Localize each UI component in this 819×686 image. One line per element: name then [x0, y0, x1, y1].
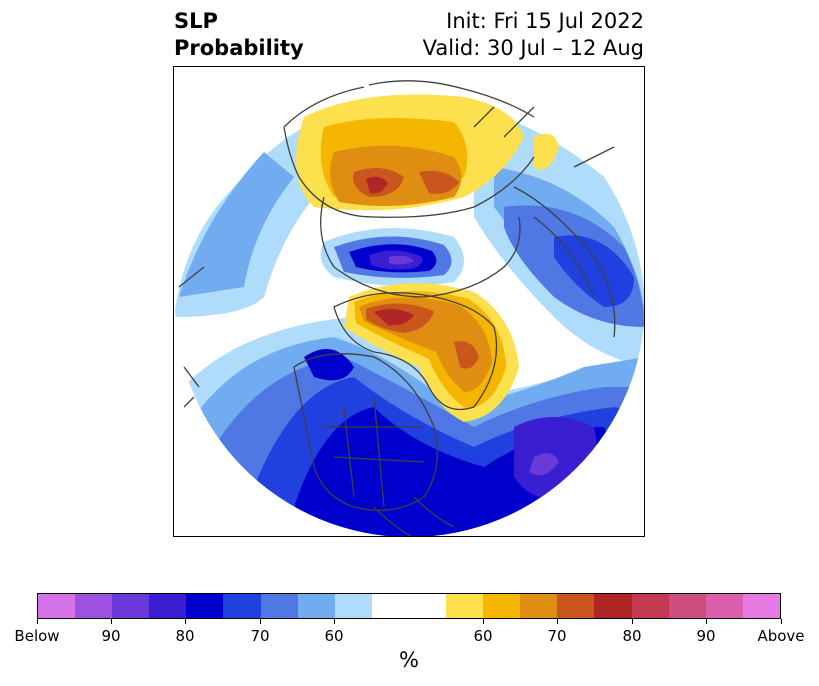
probability-map — [175, 67, 644, 536]
colorbar-unit: % — [399, 648, 419, 672]
colorbar-segment — [668, 594, 706, 618]
colorbar-segment — [483, 594, 521, 618]
colorbar-tick-label: Above — [757, 627, 805, 645]
colorbar-segment — [742, 594, 780, 618]
colorbar-tick-mark — [37, 619, 38, 624]
colorbar-segment — [223, 594, 261, 618]
colorbar-segment — [594, 594, 632, 618]
colorbar-segment — [446, 594, 484, 618]
colorbar-tick-label: 60 — [324, 627, 344, 645]
colorbar-tick-label: 80 — [175, 627, 195, 645]
map-panel — [173, 66, 645, 537]
colorbar-tick-label: 70 — [547, 627, 567, 645]
colorbar-segment — [297, 594, 335, 618]
title-variable: SLP — [174, 9, 218, 33]
colorbar-tick-label: 90 — [696, 627, 716, 645]
title-block-right: Init: Fri 15 Jul 2022 Valid: 30 Jul – 12… — [423, 8, 644, 62]
colorbar-tick-mark — [111, 619, 112, 624]
colorbar-segment — [520, 594, 558, 618]
colorbar-tick-mark — [557, 619, 558, 624]
valid-range: Valid: 30 Jul – 12 Aug — [422, 36, 644, 60]
title-block-left: SLP Probability — [174, 8, 304, 62]
colorbar-tick-mark — [781, 619, 782, 624]
colorbar-tick-mark — [632, 619, 633, 624]
colorbar-segment — [260, 594, 298, 618]
colorbar-tick-label: 90 — [101, 627, 121, 645]
colorbar-segment — [186, 594, 224, 618]
colorbar-tick-mark — [483, 619, 484, 624]
colorbar-tick-mark — [706, 619, 707, 624]
colorbar-segment — [149, 594, 187, 618]
colorbar-segment — [705, 594, 743, 618]
title-type: Probability — [174, 36, 304, 60]
colorbar — [37, 593, 781, 619]
colorbar-tick-label: 60 — [473, 627, 493, 645]
colorbar-segment — [334, 594, 372, 618]
colorbar-tick-mark — [185, 619, 186, 624]
colorbar-segment — [75, 594, 113, 618]
colorbar-tick-label: 80 — [622, 627, 642, 645]
init-date: Init: Fri 15 Jul 2022 — [446, 9, 644, 33]
colorbar-tick-label: Below — [14, 627, 60, 645]
colorbar-segment — [112, 594, 150, 618]
colorbar-segment — [557, 594, 595, 618]
colorbar-tick-mark — [334, 619, 335, 624]
colorbar-segment — [631, 594, 669, 618]
colorbar-segment — [371, 594, 447, 618]
colorbar-segment — [38, 594, 76, 618]
colorbar-tick-label: 70 — [250, 627, 270, 645]
colorbar-tick-mark — [260, 619, 261, 624]
